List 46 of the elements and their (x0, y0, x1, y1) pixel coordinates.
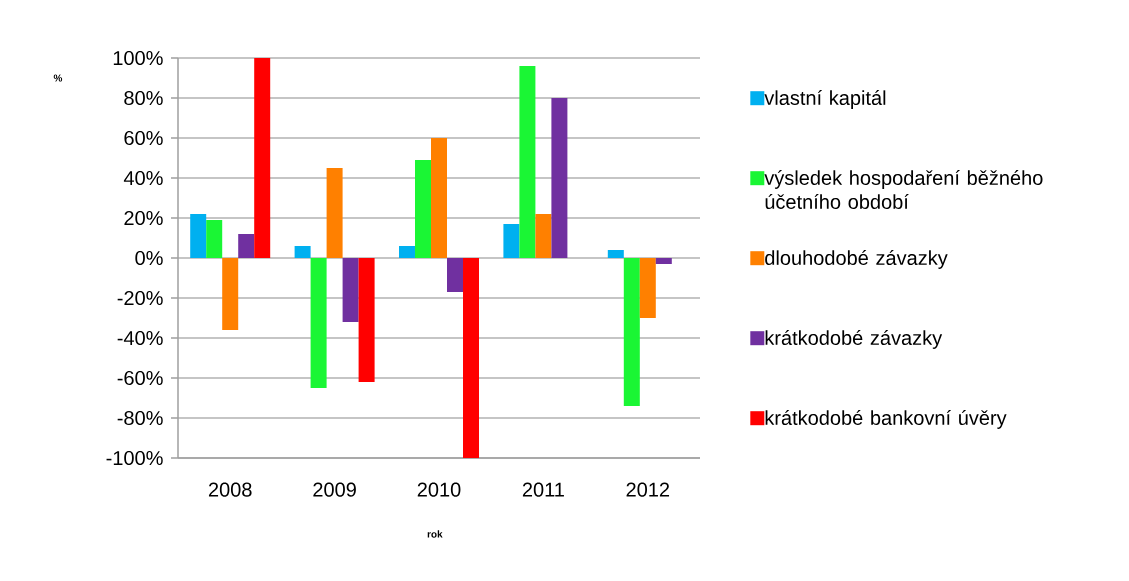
x-tick-label: 2008 (208, 482, 252, 497)
bar (431, 138, 447, 258)
x-tick-label: 2010 (417, 482, 461, 497)
legend-label: krátkodobé bankovní úvěry (765, 410, 1007, 429)
bar (655, 258, 672, 264)
x-axis-title: rok (427, 530, 443, 538)
x-tick-label: 2012 (626, 482, 670, 497)
bar (254, 57, 271, 258)
bar (551, 97, 568, 258)
y-tick-label: 60% (124, 130, 163, 146)
bar (206, 220, 223, 258)
bar (503, 224, 520, 258)
y-tick-label: 100% (113, 50, 163, 66)
bar (222, 258, 239, 330)
y-tick-label: 40% (123, 170, 163, 186)
x-tick-label: 2009 (313, 482, 356, 497)
y-tick-label: 80% (124, 90, 163, 106)
legend-label: výsledek hospodaření běžného účetního období (764, 170, 1043, 209)
bar (342, 258, 359, 322)
bar (607, 250, 624, 258)
bar (310, 258, 327, 388)
bar (623, 258, 640, 406)
y-axis-title: % (53, 74, 63, 82)
bar (639, 258, 656, 318)
y-tick-label: -20% (117, 290, 163, 306)
bar (358, 258, 375, 382)
bar (399, 246, 415, 258)
x-tick-label: 2011 (522, 482, 564, 497)
legend-label: krátkodobé závazky (765, 330, 943, 349)
y-tick-label: 0% (135, 250, 163, 266)
bar (238, 234, 255, 258)
bar (326, 168, 343, 258)
legend-label: vlastní kapitál (764, 90, 886, 109)
y-tick-label: -40% (117, 330, 163, 346)
bar (463, 258, 480, 458)
bar (535, 214, 552, 258)
bar (294, 246, 311, 258)
bar (519, 66, 536, 258)
y-tick-label: -60% (117, 370, 163, 386)
bar (447, 258, 463, 292)
bar (415, 160, 431, 258)
y-tick-label: 20% (124, 210, 163, 226)
y-tick-label: -80% (117, 410, 163, 426)
legend-label: dlouhodobé závazky (765, 250, 948, 269)
bar (190, 214, 207, 258)
y-tick-label: -100% (106, 450, 163, 466)
